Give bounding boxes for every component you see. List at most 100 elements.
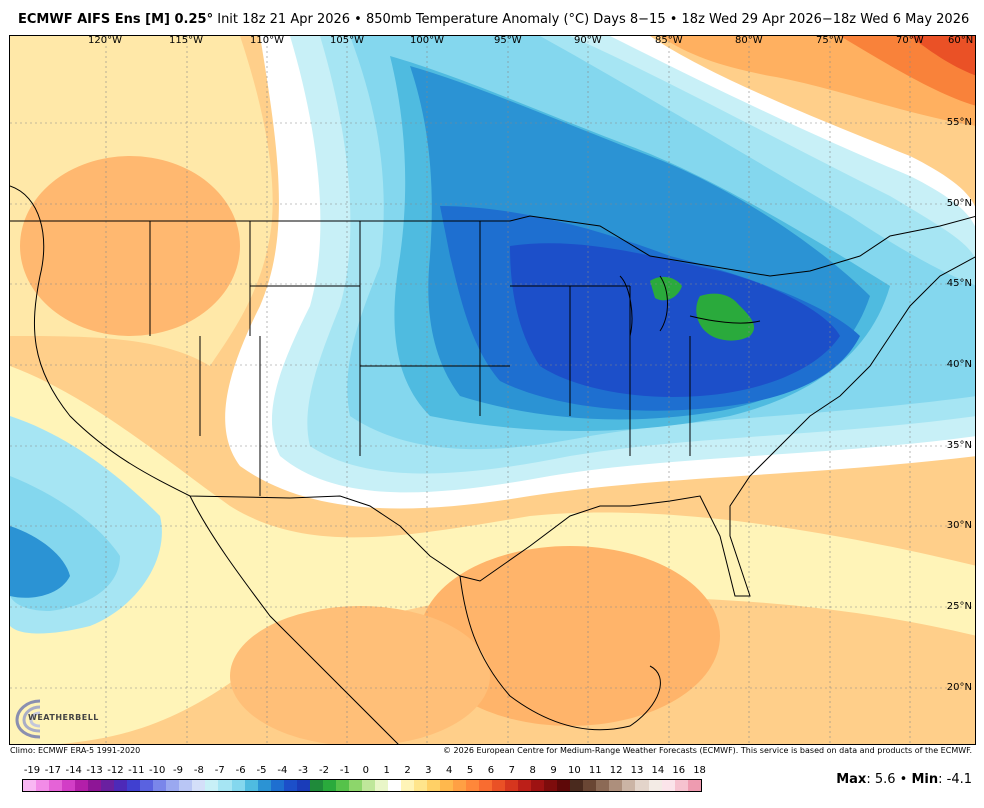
colorbar-swatch	[283, 780, 297, 791]
colorbar-swatch	[518, 780, 532, 791]
colorbar-swatch	[426, 780, 440, 791]
model-name: ECMWF AIFS Ens [M] 0.25	[18, 12, 207, 27]
gulf-coast	[459, 575, 661, 731]
colorbar-swatch	[153, 780, 167, 791]
colorbar-tick-label: -9	[173, 765, 184, 776]
lat-label-50n: 50°N	[946, 198, 972, 209]
colorbar-tick-label: -6	[235, 765, 246, 776]
lon-label-100w: 100°W	[410, 35, 444, 46]
colorbar-swatch	[335, 780, 349, 791]
colorbar-swatch	[635, 780, 649, 791]
cool-pool-southwest-core	[10, 526, 70, 598]
warm-core-mexico	[230, 606, 490, 744]
colorbar-tick-label: 7	[508, 765, 515, 776]
colorbar-swatch	[205, 780, 219, 791]
colorbar-swatch	[192, 780, 206, 791]
logo-text: WEATHERBELL	[28, 713, 99, 722]
colorbar-tick-label: -13	[86, 765, 103, 776]
graticule	[10, 36, 975, 744]
colorbar-tick-label: 10	[568, 765, 581, 776]
lat-label-20n: 20°N	[946, 682, 972, 693]
colorbar-swatch	[23, 780, 37, 791]
colorbar-swatch	[466, 780, 480, 791]
colorbar-swatch	[218, 780, 232, 791]
colorbar-tick-label: 1	[383, 765, 390, 776]
colorbar-swatch	[400, 780, 414, 791]
hot-core-northeast	[910, 36, 975, 76]
colorbar-swatch	[687, 780, 701, 791]
colorbar-tick-label: -5	[256, 765, 267, 776]
maxmin-separator: •	[895, 772, 912, 787]
lon-label-85w: 85°W	[655, 35, 683, 46]
lat-label-60n: 60°N	[948, 35, 974, 46]
great-lakes-outline	[619, 275, 761, 337]
colorbar-swatch	[322, 780, 336, 791]
colorbar-swatch	[88, 780, 102, 791]
title-details: Init 18z 21 Apr 2026 • 850mb Temperature…	[217, 12, 970, 27]
colorbar-swatch	[661, 780, 675, 791]
colorbar-tick-label: -4	[277, 765, 288, 776]
lat-label-45n: 45°N	[946, 278, 972, 289]
colorbar-swatch	[531, 780, 545, 791]
colorbar-tick-label: 2	[404, 765, 411, 776]
colorbar-swatch	[270, 780, 284, 791]
lon-label-90w: 90°W	[574, 35, 602, 46]
colorbar-tick-label: 6	[487, 765, 495, 776]
colorbar-swatch	[127, 780, 141, 791]
cold-core	[510, 243, 840, 397]
colorbar-swatch	[492, 780, 506, 791]
weatherbell-logo-icon	[15, 699, 41, 739]
colorbar-tick-label: 3	[425, 765, 432, 776]
colorbar-swatch	[570, 780, 584, 791]
lon-label-110w: 110°W	[250, 35, 284, 46]
max-min-readout: Max: 5.6 • Min: -4.1	[836, 772, 972, 787]
colorbar-swatch	[374, 780, 388, 791]
max-label: Max	[836, 772, 867, 787]
colorbar-swatch	[609, 780, 623, 791]
lat-label-25n: 25°N	[946, 601, 972, 612]
colorbar-tick-label: -19	[23, 765, 41, 776]
colorbar-swatch	[361, 780, 375, 791]
colorbar-swatch	[309, 780, 323, 791]
min-value: : -4.1	[938, 772, 972, 787]
colorbar-tick-label: -8	[193, 765, 204, 776]
colorbar-swatch	[114, 780, 128, 791]
colorbar-tick-label: -14	[65, 765, 82, 776]
min-label: Min	[911, 772, 939, 787]
map-title: ECMWF AIFS Ens [M] 0.25° Init 18z 21 Apr…	[18, 12, 969, 27]
lon-label-80w: 80°W	[735, 35, 763, 46]
colorbar-tick-label: -7	[214, 765, 225, 776]
copyright-note: © 2026 European Centre for Medium-Range …	[443, 746, 972, 755]
lon-label-105w: 105°W	[330, 35, 364, 46]
colorbar-swatch	[596, 780, 610, 791]
lat-label-55n: 55°N	[946, 117, 972, 128]
colorbar-tick-label: -11	[128, 765, 145, 776]
colorbar-tick-label: -3	[298, 765, 309, 776]
colorbar-swatch	[140, 780, 154, 791]
colorbar	[22, 779, 702, 792]
us-coastline	[10, 185, 975, 597]
colorbar-swatch	[505, 780, 519, 791]
colorbar-tick-label: 5	[466, 765, 474, 776]
colorbar-tick-label: -2	[319, 765, 330, 776]
colorbar-tick-label: 14	[651, 765, 665, 776]
degree-mark: °	[206, 12, 214, 27]
map-canvas	[10, 36, 975, 744]
max-value: : 5.6	[866, 772, 896, 787]
colorbar-swatch	[413, 780, 427, 791]
colorbar-swatch	[544, 780, 558, 791]
colorbar-tick-label: 11	[588, 765, 602, 776]
colorbar-tick-label: 8	[529, 765, 536, 776]
colorbar-swatch	[296, 780, 310, 791]
colorbar-tick-label: -12	[107, 765, 124, 776]
colorbar-swatch	[674, 780, 688, 791]
colorbar-tick-label: -10	[148, 765, 166, 776]
colorbar-tick-label: 12	[609, 765, 623, 776]
state-lines	[149, 221, 691, 496]
colorbar-swatch	[622, 780, 636, 791]
lon-label-95w: 95°W	[494, 35, 522, 46]
colorbar-swatch	[101, 780, 115, 791]
climo-note: Climo: ECMWF ERA-5 1991-2020	[10, 746, 141, 755]
colorbar-swatch	[583, 780, 597, 791]
mexico-west-coast	[189, 495, 399, 744]
